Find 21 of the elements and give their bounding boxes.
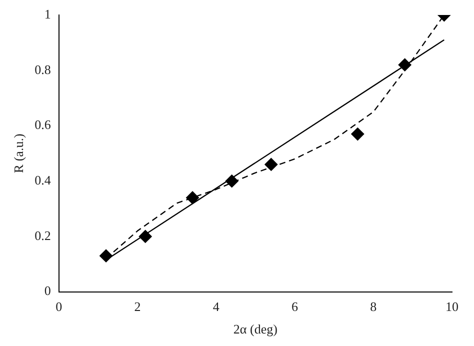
y-tick-label: 0.6: [34, 117, 52, 132]
point: [100, 249, 113, 262]
y-tick-label: 1: [44, 6, 51, 22]
x-tick-label: 4: [212, 299, 220, 314]
point: [264, 158, 278, 171]
point: [186, 191, 200, 204]
y-tick-label: 0.4: [34, 172, 52, 188]
point: [138, 230, 152, 243]
y-tick-label: 0.2: [34, 228, 51, 243]
point: [225, 174, 238, 188]
y-axis-title: R (a.u.): [11, 134, 26, 174]
y-tick-label: 0: [44, 283, 51, 298]
x-tick-label: 10: [446, 299, 458, 314]
x-tick-label: 2: [134, 299, 141, 314]
y-tick-label: 0.8: [34, 62, 51, 77]
point: [351, 128, 364, 141]
x-axis-title: 2α (deg): [233, 322, 278, 337]
x-tick-label: 0: [56, 299, 62, 314]
point: [398, 58, 412, 72]
x-tick-label: 8: [370, 299, 377, 314]
x-tick-label: 6: [291, 299, 298, 314]
